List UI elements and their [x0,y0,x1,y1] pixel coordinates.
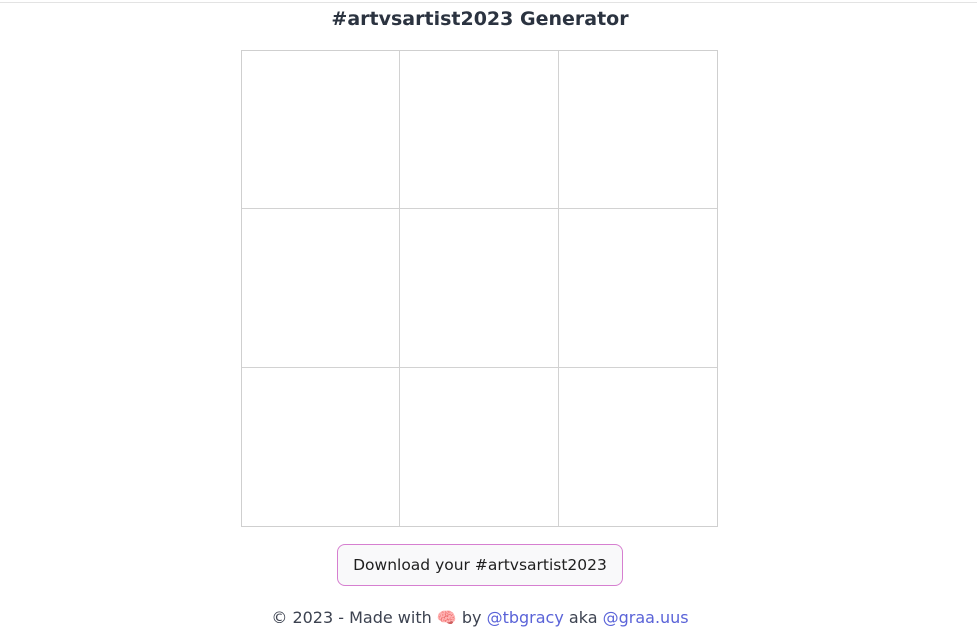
grid-cell-8[interactable] [400,367,559,526]
brain-icon: 🧠 [436,608,457,627]
image-grid [241,50,718,527]
top-divider [0,2,977,3]
author-link-graauus[interactable]: @graa.uus [602,608,689,627]
footer-copyright: © 2023 - Made with [271,608,432,627]
grid-cell-5[interactable] [400,209,559,368]
grid-cell-1[interactable] [242,51,401,210]
grid-cell-9[interactable] [558,367,717,526]
footer: © 2023 - Made with 🧠 by @tbgracy aka @gr… [0,608,960,627]
download-button[interactable]: Download your #artvsartist2023 [337,544,623,586]
grid-cell-3[interactable] [558,51,717,210]
author-link-tbgracy[interactable]: @tbgracy [486,608,564,627]
grid-cell-6[interactable] [558,209,717,368]
grid-cell-4[interactable] [242,209,401,368]
grid-cell-7[interactable] [242,367,401,526]
page-title: #artvsartist2023 Generator [331,8,629,30]
footer-aka: aka [568,608,598,627]
footer-by: by [461,608,482,627]
grid-cell-2[interactable] [400,51,559,210]
